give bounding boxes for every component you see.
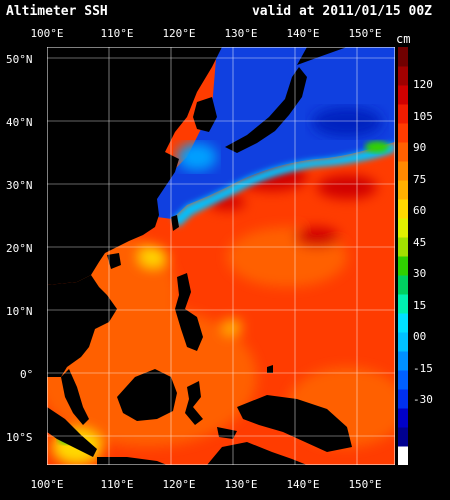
valid-time: valid at 2011/01/15 00Z xyxy=(251,4,432,19)
colorbar-label: 105 xyxy=(413,109,433,123)
colorbar-swatch xyxy=(398,313,408,333)
colorbar-swatch xyxy=(398,389,408,409)
colorbar-label: 75 xyxy=(413,172,427,186)
colorbar-swatch xyxy=(398,142,408,162)
colorbar-swatch xyxy=(398,123,408,143)
bottom-lon-label: 150°E xyxy=(348,478,382,491)
lat-label: 30°N xyxy=(6,179,33,192)
top-lon-label: 150°E xyxy=(348,27,382,40)
colorbar-swatch xyxy=(398,161,408,181)
colorbar-swatch xyxy=(398,408,408,428)
top-lon-label: 110°E xyxy=(100,27,134,40)
colorbar-unit: cm xyxy=(396,32,411,46)
ocean-transition xyxy=(172,142,395,227)
map-title: Altimeter SSH xyxy=(6,4,108,19)
colorbar-swatch xyxy=(398,294,408,314)
colorbar-swatch xyxy=(398,351,408,371)
top-lon-label: 130°E xyxy=(224,27,258,40)
top-lon-label: 120°E xyxy=(162,27,196,40)
colorbar xyxy=(398,47,408,465)
colorbar-label: 90 xyxy=(413,141,427,154)
grid xyxy=(47,47,395,465)
colorbar-swatch xyxy=(398,180,408,200)
lat-label: 40°N xyxy=(6,116,33,129)
colorbar-label: 00 xyxy=(413,330,427,343)
colorbar-swatch xyxy=(398,256,408,276)
colorbar-swatch xyxy=(398,85,408,105)
colorbar-swatch xyxy=(398,370,408,390)
lat-label: 20°N xyxy=(6,242,33,255)
colorbar-label: 30 xyxy=(413,267,427,280)
bottom-lon-label: 140°E xyxy=(286,478,320,491)
lat-label: 50°N xyxy=(6,53,33,66)
colorbar-label: -30 xyxy=(413,393,433,406)
colorbar-swatch xyxy=(398,218,408,238)
lat-label: 10°S xyxy=(6,431,33,444)
colorbar-label: -15 xyxy=(413,361,433,375)
colorbar-swatch xyxy=(398,275,408,295)
bottom-lon-label: 110°E xyxy=(100,478,134,491)
bottom-lon-label: 120°E xyxy=(162,478,196,491)
colorbar-swatch xyxy=(398,104,408,124)
colorbar-swatch xyxy=(398,199,408,219)
colorbar-label: 120 xyxy=(413,78,433,91)
top-lon-label: 100°E xyxy=(30,27,64,40)
colorbar-swatch xyxy=(398,427,408,447)
colorbar-swatch xyxy=(398,47,408,67)
top-lon-label: 140°E xyxy=(286,27,320,40)
bottom-lon-label: 130°E xyxy=(224,478,258,491)
colorbar-swatch xyxy=(398,332,408,352)
colorbar-label: 15 xyxy=(413,298,427,312)
colorbar-swatch xyxy=(398,237,408,257)
colorbar-label: 45 xyxy=(413,235,427,249)
colorbar-swatch xyxy=(398,66,408,86)
ocean-cold-north xyxy=(157,47,395,219)
lat-label: 0° xyxy=(20,368,34,381)
ssh-map xyxy=(47,47,395,465)
colorbar-swatch xyxy=(398,446,408,465)
bottom-lon-label: 100°E xyxy=(30,478,64,491)
colorbar-label: 60 xyxy=(413,204,427,217)
lat-label: 10°N xyxy=(6,305,33,318)
